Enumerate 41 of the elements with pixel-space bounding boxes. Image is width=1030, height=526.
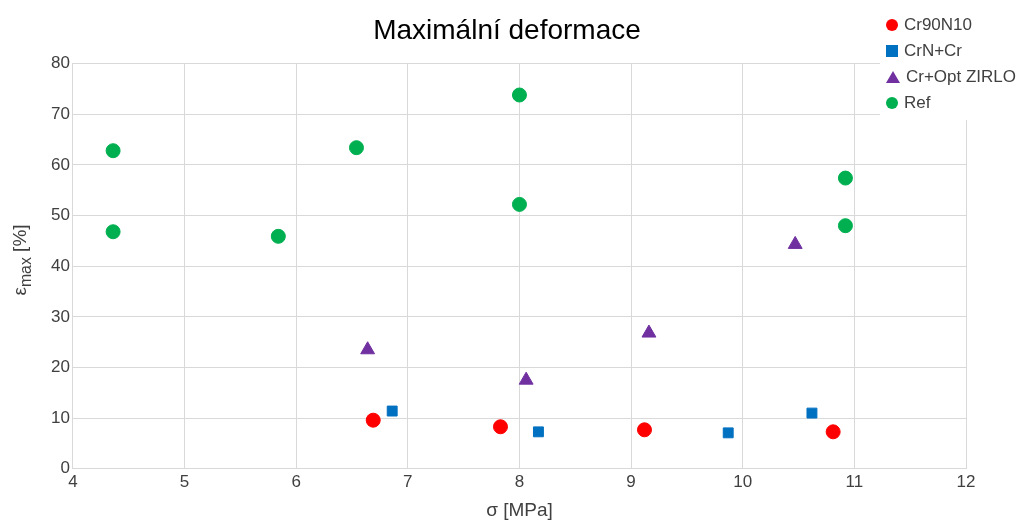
x-tick-label: 5 <box>179 471 190 491</box>
chart-title: Maximální deformace <box>373 13 641 45</box>
x-tick-label: 8 <box>514 471 525 491</box>
y-tick-label: 80 <box>50 53 70 73</box>
point <box>806 407 818 419</box>
point <box>365 412 381 428</box>
legend-label: Ref <box>903 93 931 113</box>
x-tick-label: 7 <box>403 471 413 491</box>
y-tick-label: 60 <box>50 154 70 174</box>
x-tick-label: 9 <box>626 471 636 491</box>
legend-label: Cr90N10 <box>903 15 972 35</box>
point <box>492 419 508 435</box>
legend-label: Cr+Opt ZIRLO <box>905 67 1016 87</box>
x-tick-label: 10 <box>733 471 753 491</box>
x-tick-label: 4 <box>68 471 78 491</box>
point <box>825 424 841 440</box>
x-tick-label: 12 <box>956 471 976 491</box>
y-tick-label: 10 <box>50 407 70 427</box>
point <box>105 224 121 240</box>
point <box>722 427 734 439</box>
point <box>636 422 652 438</box>
x-tick-label: 6 <box>291 471 301 491</box>
legend-label: CrN+Cr <box>903 41 963 61</box>
point <box>511 87 527 103</box>
y-tick-label: 70 <box>50 103 70 123</box>
y-tick-label: 20 <box>50 357 70 377</box>
point <box>360 341 376 355</box>
point <box>511 196 527 212</box>
x-tick-label: 11 <box>845 471 864 491</box>
point <box>386 405 398 417</box>
y-tick-label: 0 <box>60 458 70 478</box>
point <box>270 228 286 244</box>
x-axis-title: σ [MPa] <box>486 498 553 520</box>
y-tick-label: 40 <box>50 255 70 275</box>
y-tick-label: 50 <box>50 205 70 225</box>
point <box>532 426 544 438</box>
point <box>837 170 853 186</box>
point <box>837 218 853 234</box>
point <box>105 143 121 159</box>
point <box>348 140 364 156</box>
y-tick-label: 30 <box>50 306 70 326</box>
